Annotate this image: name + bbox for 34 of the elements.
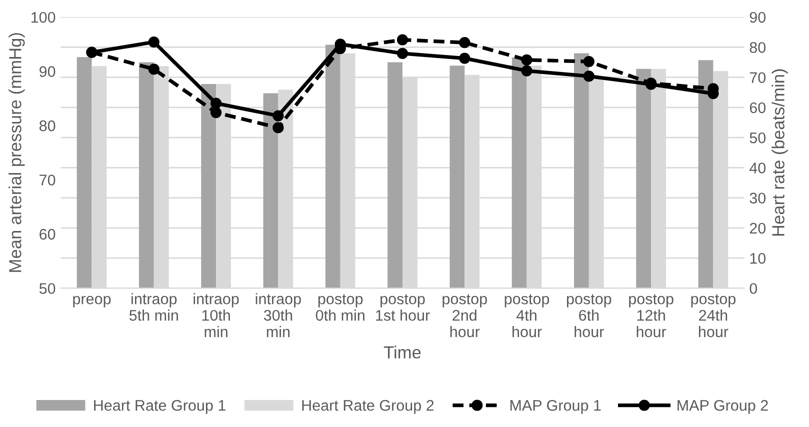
x-tick-label: postop 4th hour [504,294,550,338]
x-tick-label: postop 12th hour [629,294,674,338]
y2-tick-label: 40 [749,162,766,174]
x-tick-label: intraop 10th min [194,293,239,338]
legend-label: MAP Group 2 [678,400,768,414]
y-tick-label: 70 [40,174,56,186]
y2-axis-title: Heart rate (beats/min) [772,69,788,236]
y-tick-label: 50 [39,283,56,294]
x-tick-label: intraop 30th min [256,293,301,338]
x-tick-label: postop 0th min [316,294,364,321]
x-tick-label: postop 1st hour [376,294,430,321]
x-tick-label: intraop 5th min [129,293,178,321]
y2-tick-label: 30 [750,192,766,204]
y2-tick-label: 60 [750,102,766,114]
x-tick-label: postop 24th hour [691,294,736,338]
y2-tick-label: 80 [750,42,766,53]
legend-label: Heart Rate Group 1 [94,400,226,414]
y-axis-title: Mean arterial pressure (mmHg) [8,33,25,272]
y-tick-label: 90 [40,66,56,77]
y2-tick-label: 90 [750,12,766,23]
y-tick-label: 100 [31,12,56,23]
x-axis-title: Time [384,346,421,359]
x-tick-label: postop 6th hour [566,294,612,338]
y-tick-label: 80 [39,120,56,132]
y2-tick-label: 10 [750,252,766,264]
legend-label: Heart Rate Group 2 [302,400,434,414]
legend-label: MAP Group 1 [510,400,601,414]
y2-tick-label: 20 [750,222,766,234]
x-tick-label: preop [73,296,111,308]
y2-tick-label: 50 [750,132,766,144]
y2-tick-label: 70 [750,72,766,84]
y2-tick-label: 0 [750,283,758,294]
y-tick-label: 60 [40,228,56,240]
x-tick-label: postop 2nd hour [442,294,487,338]
